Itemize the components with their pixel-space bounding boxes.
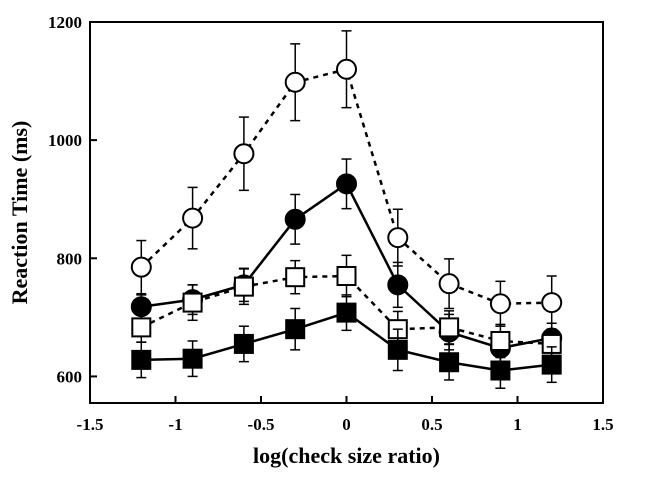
y-tick-label: 600 [57,367,83,386]
open-circle-point [182,207,204,229]
x-tick-label: 1 [513,415,522,434]
open-circle-point [284,71,306,93]
x-tick-label: -1 [168,415,182,434]
series-open-circle [130,30,563,330]
open-circle-point [387,227,409,249]
open-circle-point [541,292,563,314]
filled-square-point [490,360,511,381]
filled-square-point [182,348,203,369]
y-axis-label: Reaction Time (ms) [7,121,32,305]
filled-square-point [285,319,306,340]
y-tick-label: 1200 [48,13,82,32]
filled-square-point [541,354,562,375]
filled-square-point [131,349,152,370]
open-circle-point [130,256,152,278]
y-tick-label: 800 [57,249,83,268]
open-square-point [182,292,203,313]
x-tick-label: 0 [342,415,351,434]
open-circle-point [489,293,511,315]
filled-square-point [233,333,254,354]
x-axis-label: log(check size ratio) [253,443,440,468]
open-square-point [336,266,357,286]
filled-circle-point [336,173,357,195]
y-tick-label: 1000 [48,131,82,150]
filled-square-point [387,339,408,360]
x-tick-label: 0.5 [421,415,442,434]
series-layer [130,30,563,389]
open-square-point [233,276,254,297]
open-square-point [490,330,511,351]
filled-circle-point [387,274,409,296]
filled-square-point [336,302,357,323]
open-circle-point [233,143,255,165]
x-tick-label: -1.5 [77,415,104,434]
y-axis-ticks: 600 800 1000 1200 [48,13,97,386]
series-filled-square [131,294,562,389]
open-square-point [439,317,460,338]
open-square-point [285,267,306,288]
open-square-point [131,317,152,338]
open-circle-point [336,58,357,80]
x-axis-ticks: -1.5 -1 -0.5 0 0.5 1 1.5 [77,396,614,434]
filled-circle-point [284,208,306,230]
filled-square-point [439,352,460,373]
open-circle-point [438,273,460,295]
x-tick-label: -0.5 [248,415,275,434]
x-tick-label: 1.5 [592,415,613,434]
